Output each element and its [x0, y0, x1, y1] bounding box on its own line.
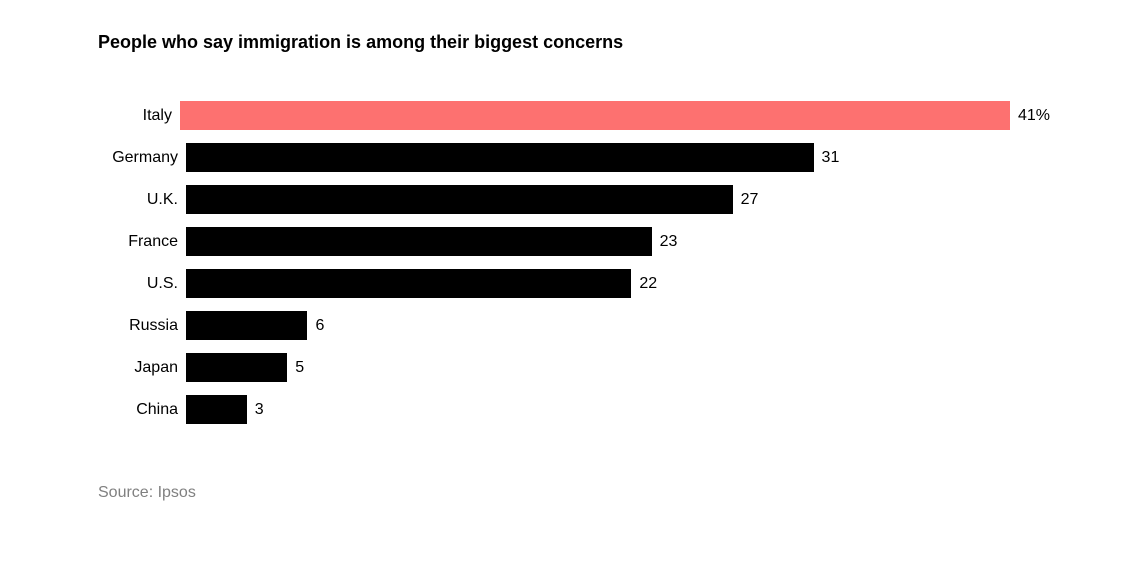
bar-label: Japan [98, 359, 186, 377]
bar [186, 269, 631, 298]
bar-area: 27 [186, 185, 1050, 214]
bar-value: 41% [1010, 107, 1050, 125]
bar-value: 31 [814, 149, 840, 167]
bar-value: 27 [733, 191, 759, 209]
chart-title: People who say immigration is among thei… [98, 32, 1050, 53]
bar-label: U.K. [98, 191, 186, 209]
bar-value: 6 [307, 317, 324, 335]
bar [186, 311, 307, 340]
bar-area: 5 [186, 353, 1050, 382]
bar-label: Russia [98, 317, 186, 335]
bar [186, 353, 287, 382]
bar [186, 227, 652, 256]
bar [180, 101, 1010, 130]
bar-area: 23 [186, 227, 1050, 256]
bar-row: U.S. 22 [98, 269, 1050, 298]
bar-area: 31 [186, 143, 1050, 172]
bar-label: Italy [98, 107, 180, 125]
bar-chart: Italy 41% Germany 31 U.K. 27 France 23 U… [98, 101, 1050, 424]
bar [186, 143, 814, 172]
bar-area: 3 [186, 395, 1050, 424]
bar-row: China 3 [98, 395, 1050, 424]
bar-row: U.K. 27 [98, 185, 1050, 214]
bar-area: 22 [186, 269, 1050, 298]
bar-label: France [98, 233, 186, 251]
bar-row: Russia 6 [98, 311, 1050, 340]
bar-area: 6 [186, 311, 1050, 340]
bar-row: France 23 [98, 227, 1050, 256]
bar-row: Japan 5 [98, 353, 1050, 382]
bar-value: 3 [247, 401, 264, 419]
bar-value: 22 [631, 275, 657, 293]
bar-row: Italy 41% [98, 101, 1050, 130]
bar-value: 23 [652, 233, 678, 251]
bar [186, 185, 733, 214]
bar-area: 41% [180, 101, 1050, 130]
bar-label: U.S. [98, 275, 186, 293]
chart-source: Source: Ipsos [98, 484, 1050, 502]
bar-label: Germany [98, 149, 186, 167]
bar [186, 395, 247, 424]
bar-value: 5 [287, 359, 304, 377]
bar-row: Germany 31 [98, 143, 1050, 172]
bar-label: China [98, 401, 186, 419]
